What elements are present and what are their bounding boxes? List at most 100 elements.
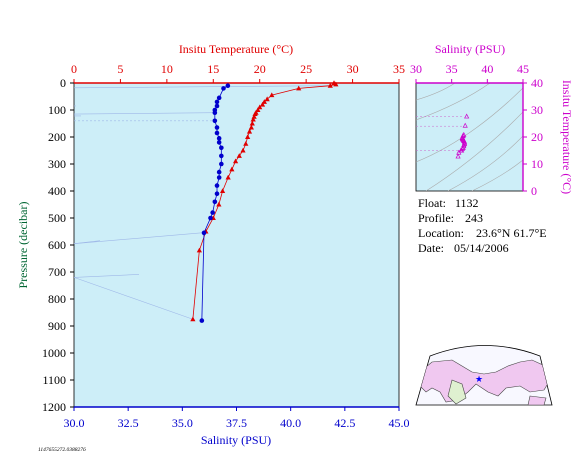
pressure-axis: 0 100 200 300 400 500 600 700 800 900 1000 1100 1200 — [42, 76, 74, 414]
ts-temperature-tick-label: 30 — [531, 103, 543, 117]
temperature-point — [190, 316, 196, 322]
salinity-series — [199, 83, 231, 323]
ts-temperature-tick-label: 0 — [531, 184, 537, 198]
temperature-point — [232, 158, 239, 164]
ts-point — [455, 153, 461, 159]
map-landmass — [447, 379, 467, 405]
temperature-tick-label: 20 — [254, 62, 266, 76]
profile-chart: 0 5 10 15 20 25 30 35 30.0 32.5 35.0 37.5 40.0 42.5 4… — [16, 42, 410, 447]
level-guide-line — [73, 232, 202, 244]
temperature-point — [229, 166, 235, 172]
ts-plot-area — [415, 82, 524, 192]
density-contour — [447, 135, 523, 191]
salinity-tick-label: 42.5 — [334, 416, 355, 430]
salinity-point — [210, 210, 215, 215]
ts-salinity-axis-title: Salinity (PSU) — [435, 42, 505, 56]
pressure-tick-label: 1200 — [42, 400, 66, 414]
salinity-point — [212, 199, 218, 205]
level-guide-line — [73, 274, 140, 278]
salinity-point — [216, 140, 222, 145]
salinity-point — [214, 130, 220, 136]
pressure-tick-label: 0 — [60, 76, 66, 90]
profile-id-footer: 1147655272.0388276 — [38, 446, 86, 453]
temperature-tick-label: 5 — [117, 62, 123, 76]
temperature-point — [269, 92, 275, 98]
temperature-point — [250, 116, 256, 122]
salinity-point — [225, 83, 231, 88]
salinity-point — [214, 125, 220, 130]
salinity-tick-label: 45.0 — [389, 416, 410, 430]
salinity-point — [212, 110, 218, 115]
world-map: ★ — [415, 345, 553, 406]
density-contour — [471, 159, 523, 191]
ts-point — [464, 113, 470, 119]
salinity-point — [216, 95, 222, 101]
temperature-tick-label: 30 — [347, 62, 359, 76]
map-landmass — [527, 395, 547, 405]
pressure-tick-label: 1000 — [42, 346, 66, 360]
salinity-point — [216, 136, 222, 141]
ts-temperature-axis: 0 10 20 30 40 — [523, 76, 543, 198]
date-label: Date: — [418, 241, 444, 255]
salinity-point — [221, 86, 226, 91]
level-guide-lines — [73, 85, 331, 320]
ts-temperature-tick-label: 10 — [531, 157, 543, 171]
salinity-point — [216, 169, 222, 175]
density-contour — [425, 111, 523, 191]
temperature-point — [196, 247, 202, 253]
pressure-tick-label: 100 — [48, 103, 66, 117]
location-value: 23.6°N 61.7°E — [476, 226, 547, 240]
temperature-point — [296, 85, 302, 91]
float-label: Float: — [418, 196, 446, 210]
temperature-point — [257, 104, 263, 110]
temperature-point — [259, 101, 266, 107]
ts-salinity-tick-label: 35 — [446, 62, 458, 76]
temperature-point — [236, 153, 242, 158]
salinity-point — [208, 215, 213, 221]
salinity-tick-label: 32.5 — [118, 416, 139, 430]
date-value: 05/14/2006 — [454, 241, 509, 255]
temperature-axis: 0 5 10 15 20 25 30 35 — [71, 62, 405, 83]
ts-point — [458, 147, 464, 153]
temperature-point — [225, 174, 231, 180]
ts-point — [462, 122, 468, 128]
temperature-axis-title: Insitu Temperature (°C) — [179, 42, 293, 56]
ts-series — [455, 113, 470, 159]
salinity-point — [216, 175, 222, 180]
level-guide-line — [73, 277, 193, 320]
pressure-tick-label: 900 — [48, 319, 66, 333]
pressure-tick-label: 300 — [48, 157, 66, 171]
ts-salinity-tick-label: 40 — [481, 62, 493, 76]
pressure-axis-title: Pressure (decibar) — [16, 202, 30, 289]
ts-temperature-tick-label: 20 — [531, 130, 543, 144]
ts-salinity-axis: 30 35 40 45 — [410, 62, 529, 83]
salinity-tick-label: 40.0 — [280, 416, 301, 430]
temperature-point — [249, 120, 255, 126]
temperature-tick-label: 10 — [161, 62, 173, 76]
temperature-tick-label: 0 — [71, 62, 77, 76]
temperature-point — [264, 96, 270, 102]
salinity-tick-label: 30.0 — [64, 416, 85, 430]
salinity-point — [219, 161, 224, 167]
pressure-tick-label: 800 — [48, 292, 66, 306]
profile-plot-area — [73, 82, 400, 408]
pressure-tick-label: 700 — [48, 265, 66, 279]
ts-temperature-axis-title: Insitu Temperature (°C) — [560, 80, 574, 194]
ts-point — [461, 138, 468, 144]
temperature-point — [261, 99, 267, 104]
float-value: 1132 — [455, 196, 479, 210]
temperature-point — [327, 82, 333, 88]
salinity-tick-label: 37.5 — [226, 416, 247, 430]
temperature-point — [255, 107, 261, 112]
ts-point — [456, 149, 462, 155]
location-label: Location: — [418, 226, 464, 240]
temperature-tick-label: 25 — [300, 62, 312, 76]
ts-density-contours — [416, 83, 523, 191]
temperature-point — [333, 81, 339, 87]
pressure-tick-label: 1100 — [42, 373, 66, 387]
salinity-point — [214, 99, 220, 105]
temperature-point — [219, 188, 226, 193]
temperature-point — [248, 124, 254, 130]
temperature-point — [243, 140, 249, 146]
